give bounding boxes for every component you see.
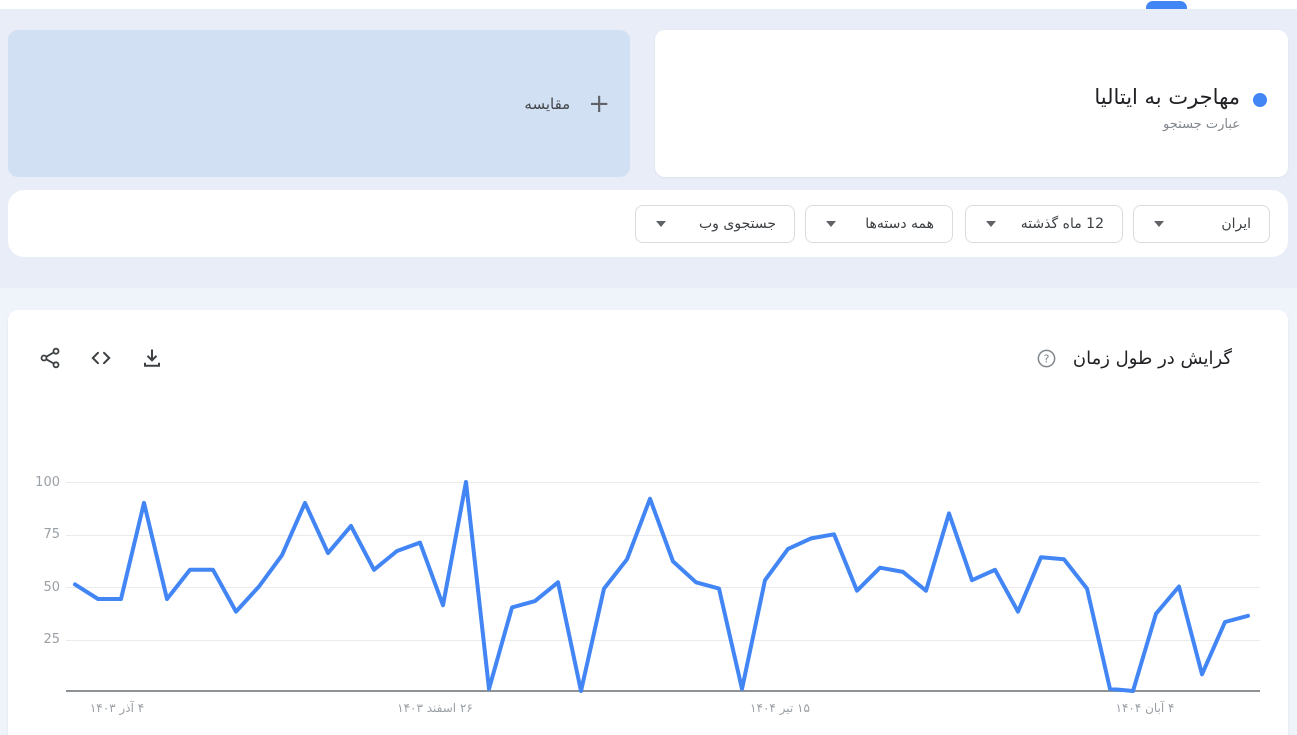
region-value: ایران [1221, 216, 1251, 232]
search-type-value: جستجوی وب [699, 216, 776, 232]
embed-code-icon[interactable] [89, 346, 113, 370]
y-tick-75: 75 [43, 527, 60, 542]
time-range-dropdown[interactable]: 12 ماه گذشته [965, 205, 1123, 243]
interest-over-time-card: ? گرایش در طول زمان 100 75 50 25 ۴ آذر ۱… [8, 310, 1288, 735]
chevron-down-icon [656, 221, 666, 227]
compare-button[interactable]: مقایسه + [8, 30, 630, 177]
y-tick-100: 100 [35, 475, 60, 490]
active-tab-indicator [1146, 1, 1187, 9]
chart-title: گرایش در طول زمان [1072, 348, 1232, 369]
svg-text:?: ? [1044, 352, 1050, 365]
x-axis-line [66, 690, 1260, 692]
search-term-title: مهاجرت به ایتالیا [1094, 85, 1240, 109]
x-tick-3: ۱۵ تیر ۱۴۰۴ [750, 701, 810, 715]
compare-label: مقایسه [524, 94, 571, 113]
chevron-down-icon [986, 221, 996, 227]
trend-chart [73, 480, 1250, 693]
series-color-dot [1253, 93, 1267, 107]
x-tick-1: ۴ آذر ۱۴۰۳ [89, 701, 145, 715]
y-tick-50: 50 [43, 580, 60, 595]
chevron-down-icon [826, 221, 836, 227]
category-dropdown[interactable]: همه دسته‌ها [805, 205, 953, 243]
search-term-subtitle: عبارت جستجو [1163, 117, 1240, 132]
y-tick-25: 25 [43, 632, 60, 647]
time-range-value: 12 ماه گذشته [1020, 216, 1104, 232]
x-tick-2: ۲۶ اسفند ۱۴۰۳ [397, 701, 473, 715]
trend-line [73, 480, 1250, 693]
gridline-25 [66, 640, 1260, 641]
share-icon[interactable] [38, 346, 62, 370]
region-dropdown[interactable]: ایران [1133, 205, 1270, 243]
plus-icon: + [588, 88, 610, 119]
category-value: همه دسته‌ها [865, 216, 934, 232]
chevron-down-icon [1154, 221, 1164, 227]
top-header-strip [0, 0, 1297, 9]
help-icon[interactable]: ? [1036, 348, 1057, 369]
gridline-100 [66, 482, 1260, 483]
search-type-dropdown[interactable]: جستجوی وب [635, 205, 795, 243]
search-term-card[interactable]: مهاجرت به ایتالیا عبارت جستجو [655, 30, 1288, 177]
filter-bar: جستجوی وب همه دسته‌ها 12 ماه گذشته ایران [8, 190, 1288, 257]
x-tick-4: ۴ آبان ۱۴۰۴ [1115, 701, 1175, 715]
gridline-50 [66, 587, 1260, 588]
download-icon[interactable] [140, 346, 164, 370]
